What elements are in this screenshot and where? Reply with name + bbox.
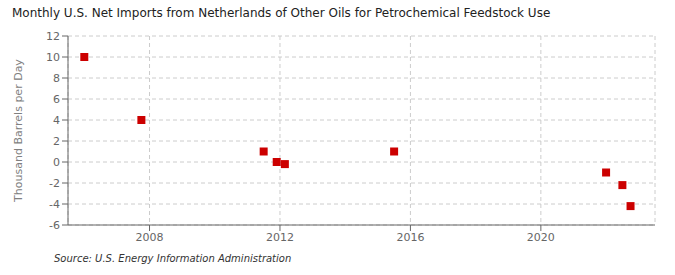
svg-text:2016: 2016: [396, 231, 424, 244]
svg-text:8: 8: [53, 72, 60, 85]
svg-text:2008: 2008: [136, 231, 164, 244]
html-text:Source: U.S. Energy Informatio: Source: U.S. Energy Information Administ…: [54, 253, 292, 264]
svg-text:-6: -6: [49, 219, 60, 232]
svg-text:10: 10: [46, 51, 60, 64]
svg-text:12: 12: [46, 30, 60, 43]
svg-text:Thousand Barrels per Day: Thousand Barrels per Day: [12, 59, 25, 203]
svg-text:0: 0: [53, 156, 60, 169]
svg-text:2012: 2012: [266, 231, 294, 244]
svg-text:-2: -2: [49, 177, 60, 190]
html-text:Monthly U.S. Net Imports from: Monthly U.S. Net Imports from Netherland…: [12, 6, 551, 20]
svg-text:2: 2: [53, 135, 60, 148]
svg-text:4: 4: [53, 114, 60, 127]
svg-text:-4: -4: [49, 198, 60, 211]
svg-text:2020: 2020: [527, 231, 555, 244]
svg-text:6: 6: [53, 93, 60, 106]
